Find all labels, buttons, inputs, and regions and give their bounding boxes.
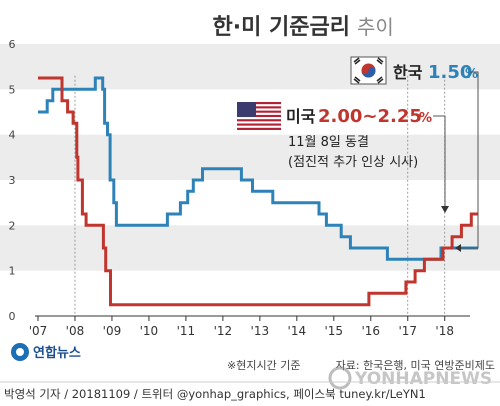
y-tick-label: 1 [9,265,16,278]
x-tick-label: '08 [66,324,85,338]
y-tick-label: 2 [9,219,16,232]
watermark-text: YONHAPNEWS [354,369,492,389]
source-note: 자료: 한국은행, 미국 연방준비제도 [336,359,495,372]
us-label: 미국 [286,107,316,126]
korea-label: 한국 [393,63,423,82]
y-tick-label: 6 [9,38,16,51]
credit-line: 박영석 기자 / 20181109 / 트위터 @yonhap_graphics… [4,387,426,401]
us-rate-value: 2.00∼2.25 [318,106,422,127]
footnote-time: ※현지시간 기준 [227,359,300,372]
korea-leader-line [461,71,479,249]
grid-band [0,44,500,90]
y-tick-label: 3 [9,174,16,187]
us-arrow-icon [441,206,449,213]
y-tick-label: 5 [9,83,16,96]
us-rate-line [38,76,478,307]
chart-title: 한·미 기준금리 [213,15,350,40]
x-tick-label: '11 [177,324,196,338]
us-rate-unit: % [419,111,432,126]
korea-rate-value: 1.50 [428,62,472,83]
x-axis: '07 '08 '09 '10 '11 '12 '13 '14 '15 '16 '17 '18 [29,316,454,338]
y-tick-label: 0 [9,310,16,323]
grid-bands [0,44,500,271]
grid-band [0,225,500,271]
x-tick-label: '14 [288,324,307,338]
series-lines [38,76,478,307]
grid-band [0,134,500,180]
yonhap-logo: 연합뉴스 [11,343,81,361]
x-tick-label: '09 [103,324,122,338]
korea-rate-line [38,76,478,261]
x-tick-label: '16 [361,324,380,338]
y-tick-label: 4 [9,129,16,142]
y-axis: 0 1 2 3 4 5 6 [9,38,16,323]
yonhap-watermark: YONHAPNEWS [328,366,492,390]
x-tick-label: '15 [325,324,344,338]
x-tick-label: '17 [398,324,417,338]
us-flag-icon [237,102,281,130]
korea-rate-unit: % [465,67,478,82]
us-leader-line [433,115,446,206]
x-tick-label: '18 [435,324,454,338]
x-tick-label: '12 [214,324,233,338]
chart-title-suffix: 추이 [357,15,394,39]
x-tick-label: '13 [251,324,270,338]
x-tick-label: '10 [140,324,159,338]
korea-flag-icon [350,56,387,85]
logo-text: 연합뉴스 [33,345,81,361]
us-note-line2: (점진적 추가 인상 시사) [288,155,418,170]
us-note-line1: 11월 8일 동결 [288,135,369,150]
x-tick-label: '07 [29,324,48,338]
korea-arrow-icon [455,244,461,252]
